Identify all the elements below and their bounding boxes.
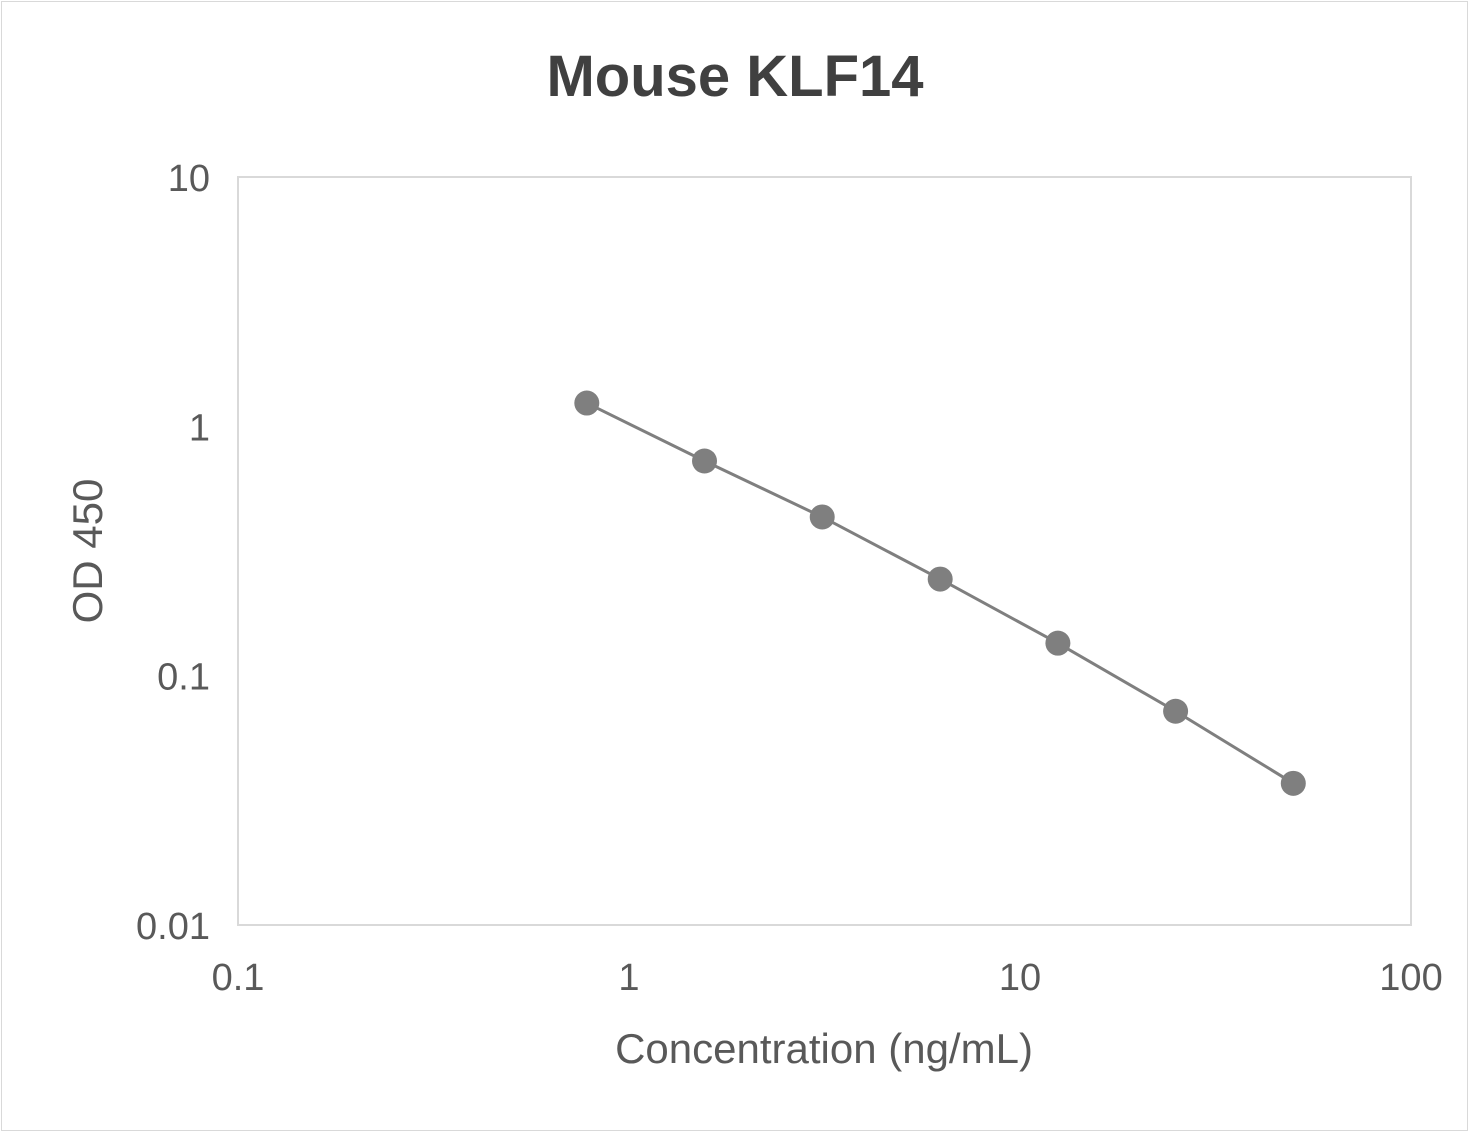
x-tick-label: 1 [618,957,639,999]
y-tick-label: 1 [189,407,210,449]
data-point [927,566,953,592]
x-tick-label: 100 [1379,957,1442,999]
data-point [1163,698,1189,724]
data-point [1045,630,1071,656]
x-tick-label: 10 [999,957,1041,999]
y-axis-label: OD 450 [64,479,111,624]
y-tick-label: 0.1 [157,657,210,699]
x-axis-label: Concentration (ng/mL) [615,1025,1033,1072]
chart-title: Mouse KLF14 [546,44,923,109]
data-point [574,390,600,416]
data-point [692,448,718,474]
data-point [809,504,835,530]
data-point [1280,770,1306,796]
x-tick-label: 0.1 [212,957,265,999]
y-tick-label: 10 [168,158,210,200]
y-tick-label: 0.01 [136,906,210,948]
plot-area [237,176,1412,926]
